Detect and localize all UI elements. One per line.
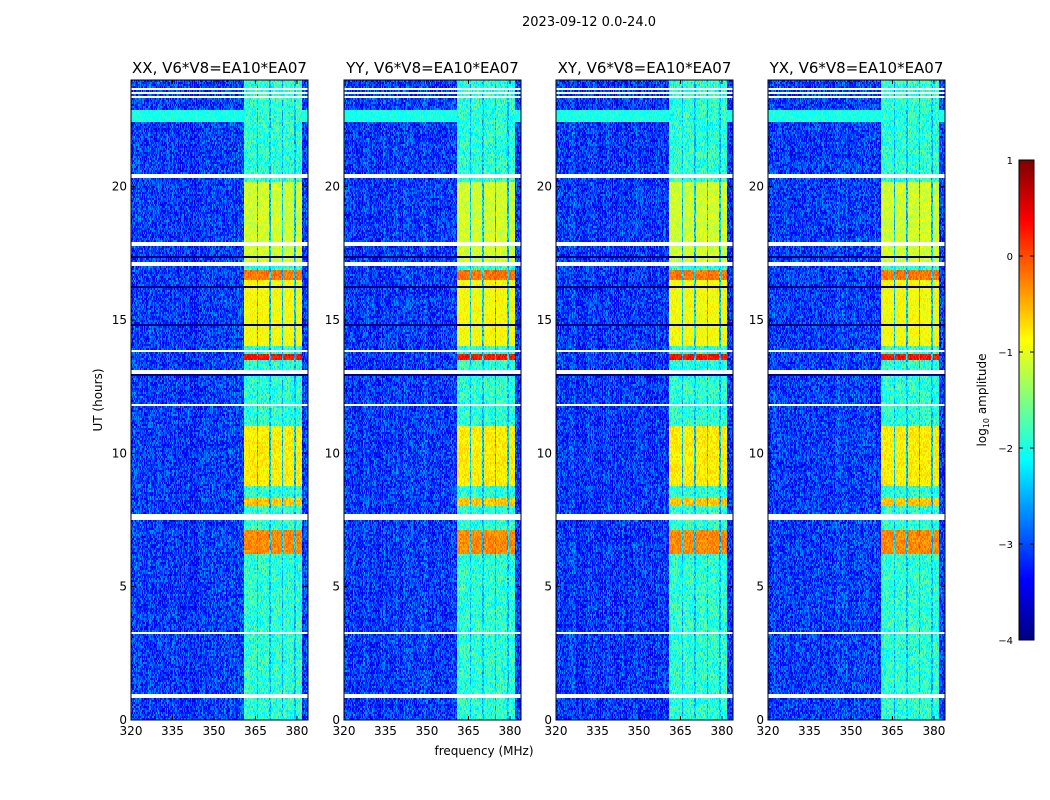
colorbar-tick-label: −1 — [998, 348, 1013, 359]
x-tick-label: 380 — [710, 724, 733, 738]
colorbar-label: log10 amplitude — [975, 354, 991, 447]
x-tick-label: 350 — [416, 724, 439, 738]
plot-frame — [343, 79, 522, 721]
colorbar-frame — [1018, 159, 1035, 641]
heatmap-xy — [556, 80, 733, 720]
x-tick-label: 335 — [374, 724, 397, 738]
plot-frame — [767, 79, 946, 721]
y-tick-label: 5 — [756, 580, 764, 594]
heatmap-yy — [344, 80, 521, 720]
figure-title: 2023-09-12 0.0-24.0 — [522, 15, 656, 30]
y-tick-label: 10 — [112, 446, 127, 460]
x-tick-label: 320 — [333, 724, 356, 738]
y-tick-label: 0 — [544, 713, 552, 727]
y-tick-label: 20 — [112, 180, 127, 194]
x-tick-label: 335 — [798, 724, 821, 738]
plot-frame — [555, 79, 734, 721]
x-tick-label: 365 — [881, 724, 904, 738]
x-tick-label: 365 — [457, 724, 480, 738]
panel-title: XY, V6*V8=EA10*EA07 — [558, 59, 732, 77]
x-tick-label: 380 — [285, 724, 308, 738]
x-tick-label: 380 — [922, 724, 945, 738]
y-tick-label: 10 — [749, 446, 764, 460]
y-tick-label: 0 — [332, 713, 340, 727]
x-tick-label: 320 — [120, 724, 143, 738]
panel-title: YX, V6*V8=EA10*EA07 — [769, 59, 944, 77]
colorbar-tick-label: 0 — [1007, 252, 1013, 263]
y-tick-label: 10 — [537, 446, 552, 460]
y-tick-label: 15 — [325, 313, 340, 327]
colorbar-tick-label: −3 — [998, 540, 1013, 551]
x-tick-label: 350 — [840, 724, 863, 738]
panel-title: XX, V6*V8=EA10*EA07 — [132, 59, 307, 77]
x-tick-label: 350 — [203, 724, 226, 738]
x-tick-label: 365 — [669, 724, 692, 738]
x-tick-label: 320 — [757, 724, 780, 738]
x-tick-label: 380 — [498, 724, 521, 738]
x-tick-label: 335 — [586, 724, 609, 738]
colorbar — [1019, 160, 1034, 640]
x-tick-label: 335 — [161, 724, 184, 738]
y-tick-label: 0 — [756, 713, 764, 727]
colorbar-tick-label: −4 — [998, 636, 1013, 647]
colorbar-tick-label: −2 — [998, 444, 1013, 455]
y-tick-label: 5 — [544, 580, 552, 594]
colorbar-tick-label: 1 — [1007, 156, 1013, 167]
x-axis-label: frequency (MHz) — [434, 744, 533, 758]
x-tick-label: 320 — [545, 724, 568, 738]
plot-frame — [130, 79, 309, 721]
y-tick-label: 10 — [325, 446, 340, 460]
y-tick-label: 0 — [119, 713, 127, 727]
y-tick-label: 15 — [749, 313, 764, 327]
y-tick-label: 5 — [332, 580, 340, 594]
y-tick-label: 15 — [112, 313, 127, 327]
y-tick-label: 5 — [119, 580, 127, 594]
heatmap-xx — [131, 80, 308, 720]
y-tick-label: 20 — [749, 180, 764, 194]
y-tick-label: 15 — [537, 313, 552, 327]
y-tick-label: 20 — [537, 180, 552, 194]
y-axis-label: UT (hours) — [91, 368, 105, 431]
heatmap-yx — [768, 80, 945, 720]
x-tick-label: 365 — [244, 724, 267, 738]
panel-title: YY, V6*V8=EA10*EA07 — [345, 59, 519, 77]
x-tick-label: 350 — [628, 724, 651, 738]
y-tick-label: 20 — [325, 180, 340, 194]
